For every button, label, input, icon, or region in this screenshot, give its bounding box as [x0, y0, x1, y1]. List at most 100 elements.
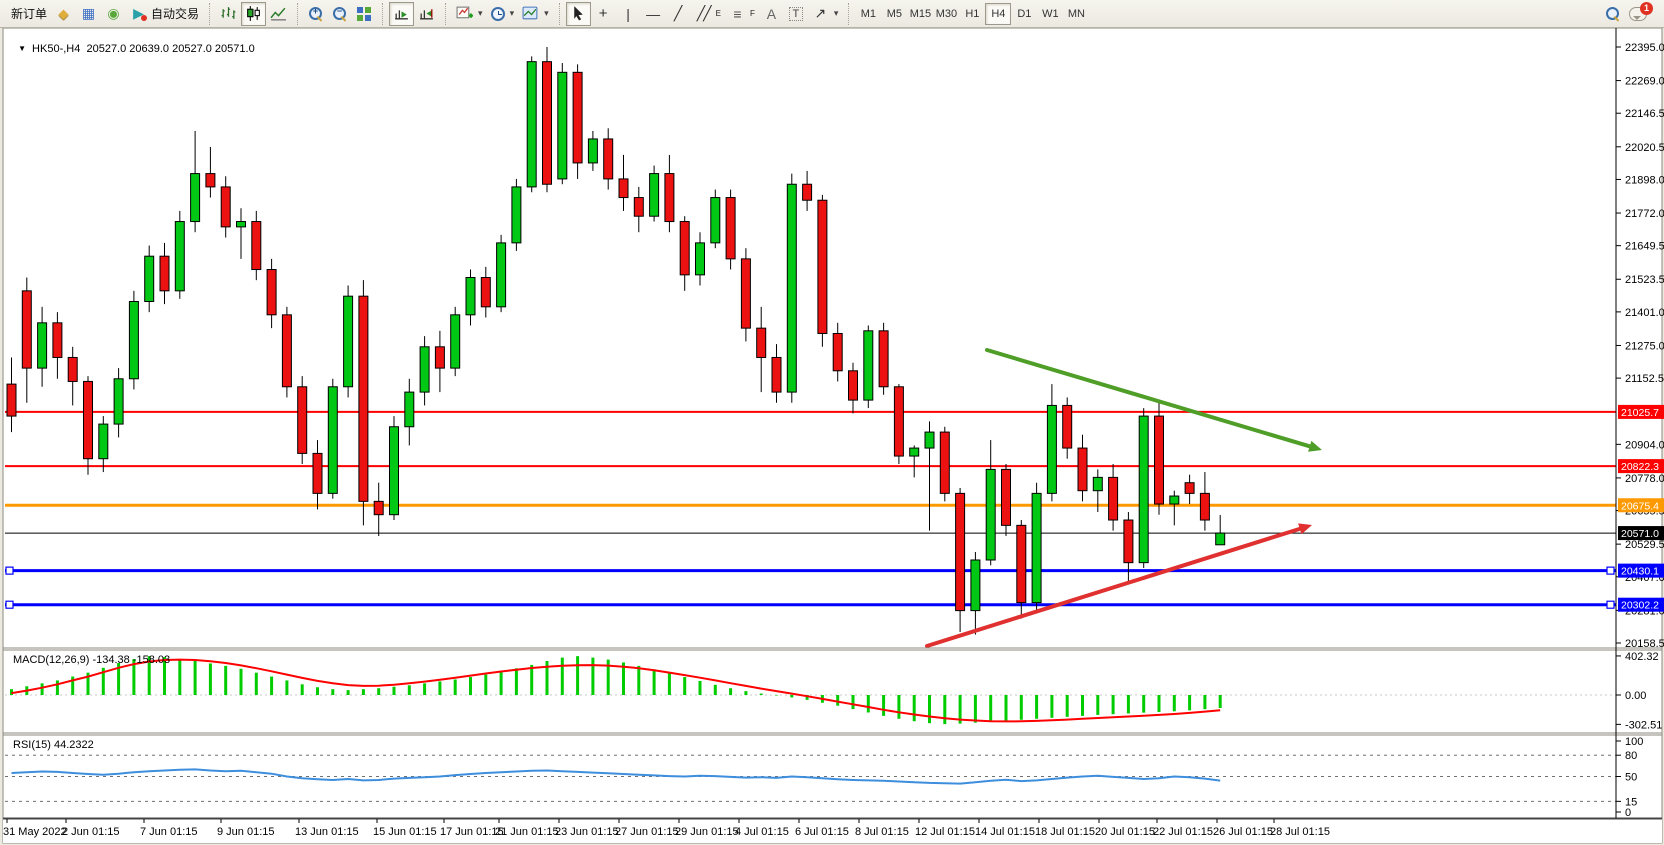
dropdown-arrow-icon[interactable]: ▾ [478, 8, 483, 18]
timeframe-button-m5[interactable]: M5 [881, 3, 907, 25]
main-price-panel[interactable] [5, 47, 1616, 648]
vline-tool-button[interactable]: | [616, 2, 641, 26]
bull-candle [863, 330, 874, 401]
chart-symbol-period: HK50-,H4 [32, 43, 81, 55]
price-level-badge [1618, 526, 1664, 541]
crosshair-tool-button[interactable]: + [591, 2, 616, 26]
text-tool-button[interactable]: A [759, 2, 784, 26]
vertical-line-icon: | [626, 5, 630, 22]
crosshair-icon: + [598, 5, 608, 22]
auto-scroll-icon [395, 10, 408, 20]
bear-candle [939, 431, 950, 494]
bear-candle [67, 356, 78, 382]
price-tick-label: 20529.5 [1625, 539, 1664, 551]
time-axis-bg[interactable] [3, 819, 1662, 843]
channel-letter: E [715, 9, 721, 18]
bear-candle [312, 452, 323, 494]
rsi-tick-label: 15 [1625, 796, 1637, 808]
bear-candle [848, 370, 858, 401]
timeframe-button-m15[interactable]: M15 [907, 3, 933, 25]
downtrend-arrow[interactable] [985, 348, 1322, 452]
channel-tool-button[interactable]: ╱╱ E [691, 2, 725, 26]
chart-dropdown-triangle[interactable]: ▼ [18, 44, 27, 53]
price-level-badge-text: 21025.7 [1621, 407, 1659, 419]
bear-candle [756, 327, 767, 358]
bear-candle [1154, 415, 1164, 505]
fibonacci-icon: ≡ [733, 5, 742, 22]
search-button[interactable] [1601, 2, 1625, 26]
auto-scroll-button[interactable] [389, 1, 415, 26]
candlestick-chart-icon [247, 6, 260, 21]
time-tick-label: 14 Jul 01:15 [975, 826, 1035, 838]
line-handle[interactable] [5, 600, 14, 609]
trendline-tool-button[interactable]: ╱ [666, 2, 691, 26]
line-chart-button[interactable] [266, 2, 291, 26]
timeframe-group: M1 M5 M15 M30 H1 H4 D1 W1 MN [852, 0, 1092, 28]
hline-20302.2[interactable] [5, 600, 1616, 609]
bear-candle [1199, 492, 1210, 521]
line-handle[interactable] [1606, 566, 1615, 575]
zoom-group: + − [301, 0, 379, 28]
arrows-tool-button[interactable]: ↗ ▾ [808, 2, 843, 26]
time-tick-label: 27 Jun 01:15 [615, 826, 679, 838]
timeframe-button-m1[interactable]: M1 [855, 3, 881, 25]
new-order-button[interactable]: 新订单 [7, 2, 51, 26]
hline-tool-button[interactable]: — [641, 2, 666, 26]
bear-candle [6, 383, 17, 417]
bear-candle [358, 295, 369, 502]
notification-badge: 1 [1640, 1, 1653, 15]
line-handle[interactable] [1606, 600, 1615, 609]
chart-shift-button[interactable] [414, 2, 439, 26]
timeframe-button-w1[interactable]: W1 [1037, 3, 1063, 25]
timeframe-button-h1[interactable]: H1 [959, 3, 985, 25]
price-level-badge [1618, 498, 1664, 513]
price-level-badge-text: 20822.3 [1621, 461, 1659, 473]
bar-chart-button[interactable] [216, 2, 241, 26]
bear-candle [1123, 519, 1134, 564]
timeframe-button-mn[interactable]: MN [1063, 3, 1089, 25]
timeframe-button-d1[interactable]: D1 [1011, 3, 1037, 25]
cursor-tool-button[interactable] [565, 1, 591, 26]
bull-candle [710, 197, 721, 244]
price-tick-label: 21523.5 [1625, 274, 1664, 286]
data-window-button[interactable]: ◆ [51, 2, 76, 26]
auto-trading-button[interactable]: ▶ 自动交易 [126, 2, 203, 26]
periods-button[interactable]: ▾ [487, 2, 519, 26]
price-level-badge [1618, 597, 1664, 612]
price-tick-label: 20778.0 [1625, 473, 1664, 485]
templates-button[interactable]: ▾ [518, 2, 553, 26]
main-toolbar: 新订单 ◆ ▦ ◉ ▶ 自动交易 + − [0, 0, 1664, 28]
time-tick-label: 28 Jul 01:15 [1270, 826, 1330, 838]
dropdown-arrow-icon[interactable]: ▾ [509, 8, 515, 18]
indicators-button[interactable]: ▾ [452, 2, 487, 26]
zoom-in-button[interactable]: + [304, 2, 328, 26]
hline-20430.1[interactable] [5, 566, 1616, 575]
tile-windows-button[interactable] [352, 2, 376, 26]
toolbar-separator [209, 2, 211, 25]
bear-candle [373, 500, 384, 516]
fibonacci-tool-button[interactable]: ≡ F [725, 2, 759, 26]
bull-candle [1169, 495, 1180, 505]
timeframe-button-h4[interactable]: H4 [985, 2, 1012, 25]
zoom-in-icon: + [309, 6, 323, 21]
uptrend-arrow[interactable] [925, 523, 1312, 648]
drawing-tools-group: + | — ╱ ╱╱ E ≡ F A T ↗ ▾ [563, 0, 846, 28]
label-tool-button[interactable]: T [784, 2, 808, 26]
price-axis[interactable]: 22395.0 22269.0 22146.5 22020.5 21898.0 21772… [1616, 42, 1664, 819]
bull-candle [909, 447, 920, 457]
bear-candle [878, 330, 889, 388]
dropdown-arrow-icon[interactable]: ▾ [833, 8, 839, 18]
price-tick-label: 22146.5 [1625, 108, 1664, 120]
timeframe-button-m30[interactable]: M30 [933, 3, 959, 25]
notifications-button[interactable]: 1 [1625, 1, 1653, 26]
alerts-button[interactable]: ◉ [101, 2, 126, 26]
gold-diamond-icon: ◆ [58, 5, 69, 21]
line-handle[interactable] [5, 566, 14, 575]
candlestick-chart-button[interactable] [241, 1, 267, 26]
market-watch-button[interactable]: ▦ [76, 2, 101, 26]
dropdown-arrow-icon[interactable]: ▾ [544, 8, 549, 18]
bull-candle [1046, 404, 1057, 494]
zoom-out-button[interactable]: − [328, 2, 352, 26]
